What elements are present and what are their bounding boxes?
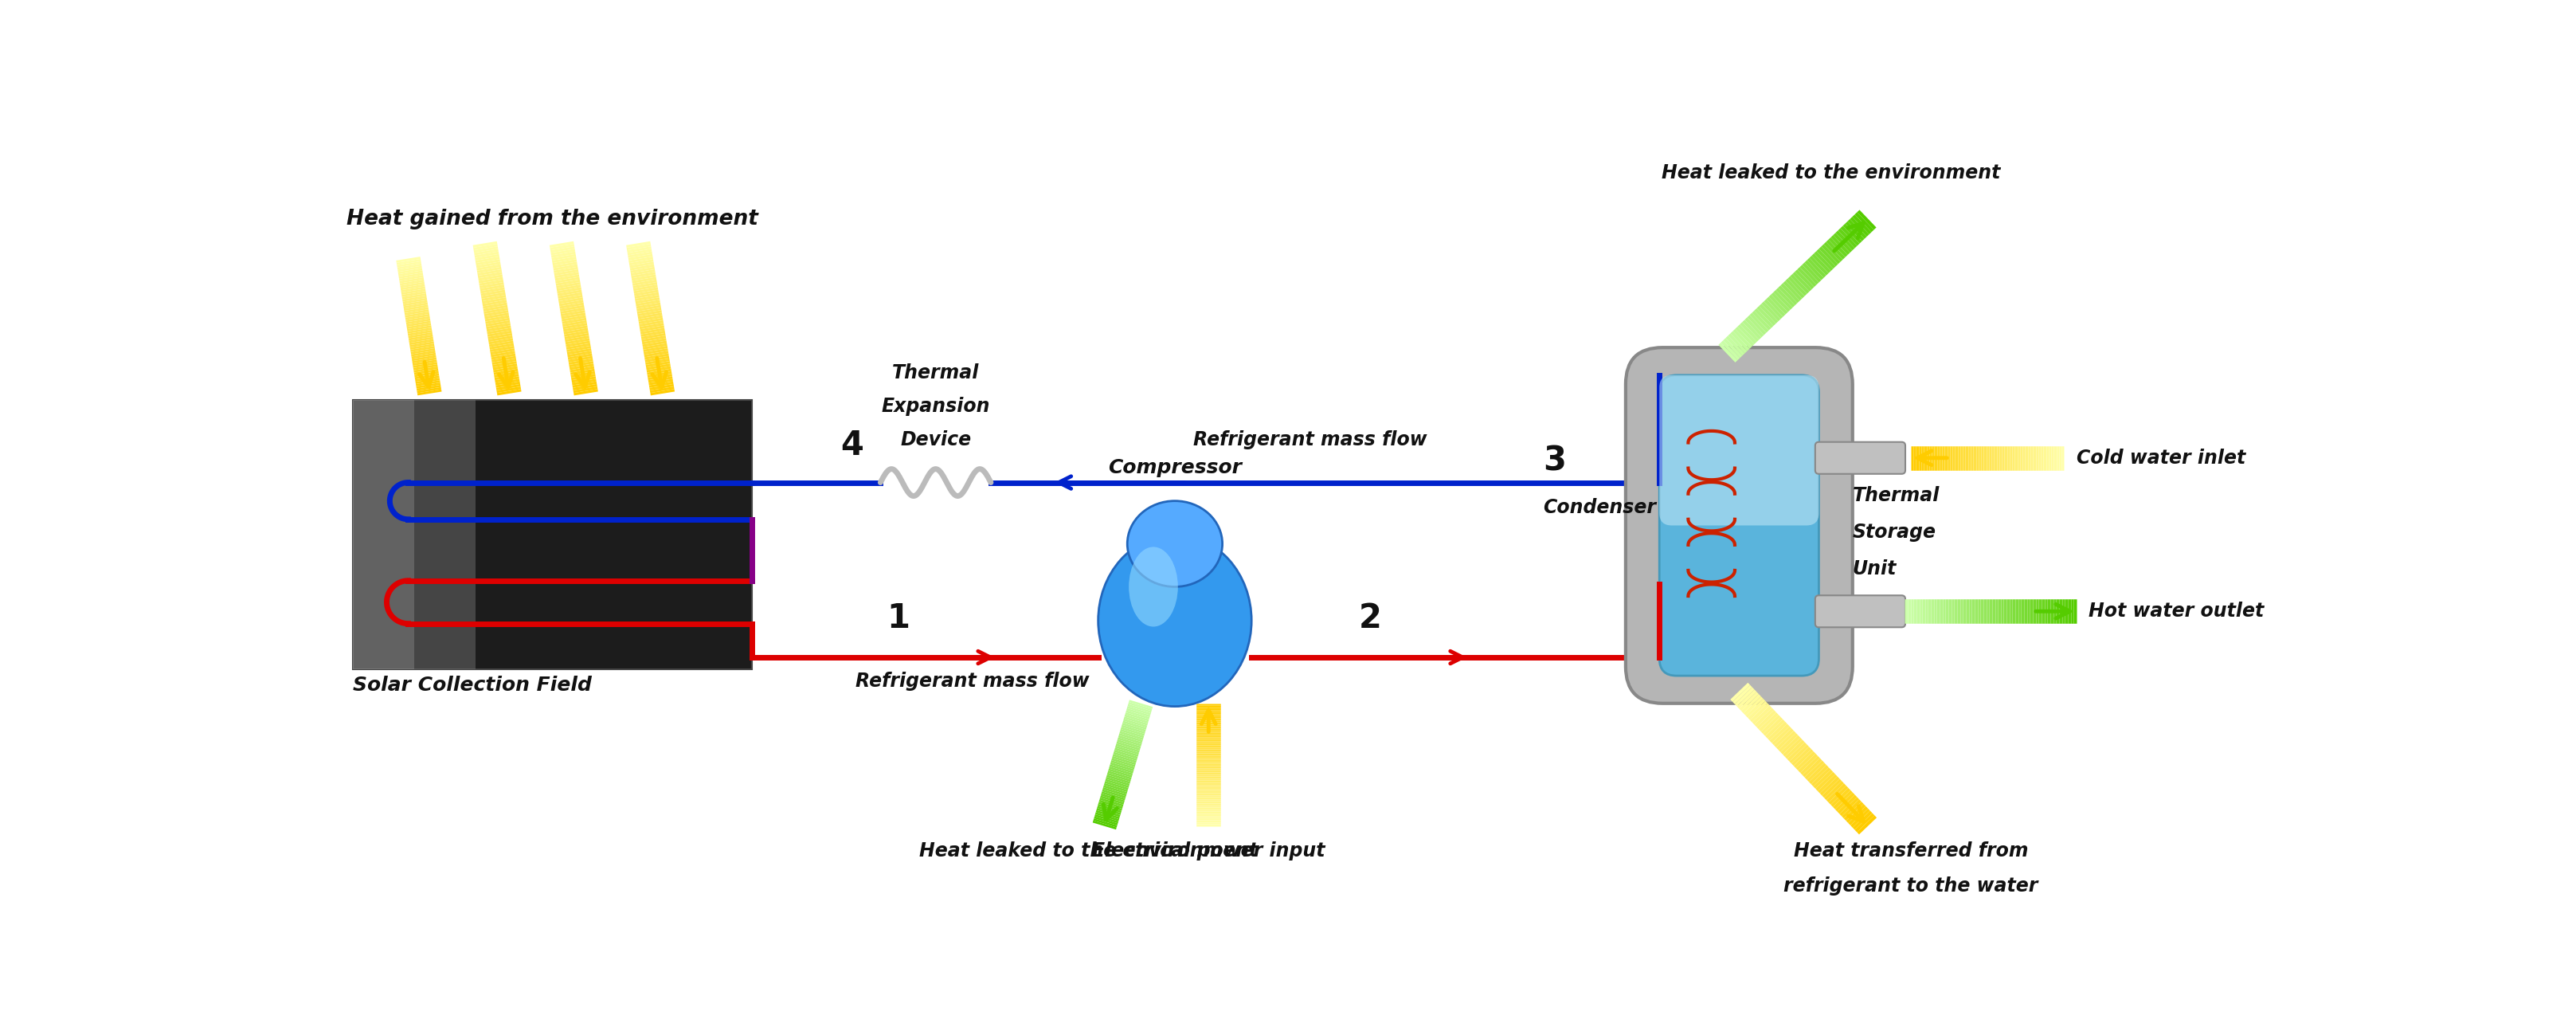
Text: Electrical power input: Electrical power input (1092, 841, 1324, 861)
Text: Refrigerant mass flow: Refrigerant mass flow (855, 672, 1090, 690)
Text: Condenser: Condenser (1543, 498, 1656, 518)
Text: Solar Collection Field: Solar Collection Field (353, 676, 592, 696)
Text: Heat gained from the environment: Heat gained from the environment (348, 209, 757, 230)
Text: refrigerant to the water: refrigerant to the water (1783, 877, 2038, 895)
Text: Heat leaked to the environment: Heat leaked to the environment (920, 841, 1260, 861)
Text: 2: 2 (1360, 601, 1381, 635)
Text: 1: 1 (886, 601, 909, 635)
Ellipse shape (1128, 501, 1224, 587)
FancyBboxPatch shape (1625, 348, 1852, 704)
Text: Expansion: Expansion (881, 396, 989, 416)
FancyBboxPatch shape (1816, 442, 1906, 474)
Text: 3: 3 (1543, 444, 1566, 477)
Polygon shape (353, 400, 752, 670)
Text: 4: 4 (840, 428, 863, 462)
Polygon shape (353, 400, 415, 670)
Text: Thermal: Thermal (891, 363, 979, 382)
Ellipse shape (1128, 546, 1177, 626)
Text: Heat transferred from: Heat transferred from (1793, 841, 2027, 861)
Text: Refrigerant mass flow: Refrigerant mass flow (1193, 431, 1427, 449)
FancyBboxPatch shape (1659, 375, 1819, 526)
Text: Thermal: Thermal (1852, 485, 1940, 505)
Text: Hot water outlet: Hot water outlet (2089, 601, 2264, 621)
Text: Cold water inlet: Cold water inlet (2076, 448, 2246, 468)
FancyBboxPatch shape (1659, 375, 1819, 676)
Text: Unit: Unit (1852, 559, 1896, 579)
Polygon shape (353, 400, 477, 670)
FancyBboxPatch shape (1816, 595, 1906, 627)
Text: Storage: Storage (1852, 523, 1937, 541)
Text: Compressor: Compressor (1108, 459, 1242, 477)
Ellipse shape (1097, 535, 1252, 707)
Text: Device: Device (899, 431, 971, 449)
Text: Heat leaked to the environment: Heat leaked to the environment (1662, 164, 2002, 183)
